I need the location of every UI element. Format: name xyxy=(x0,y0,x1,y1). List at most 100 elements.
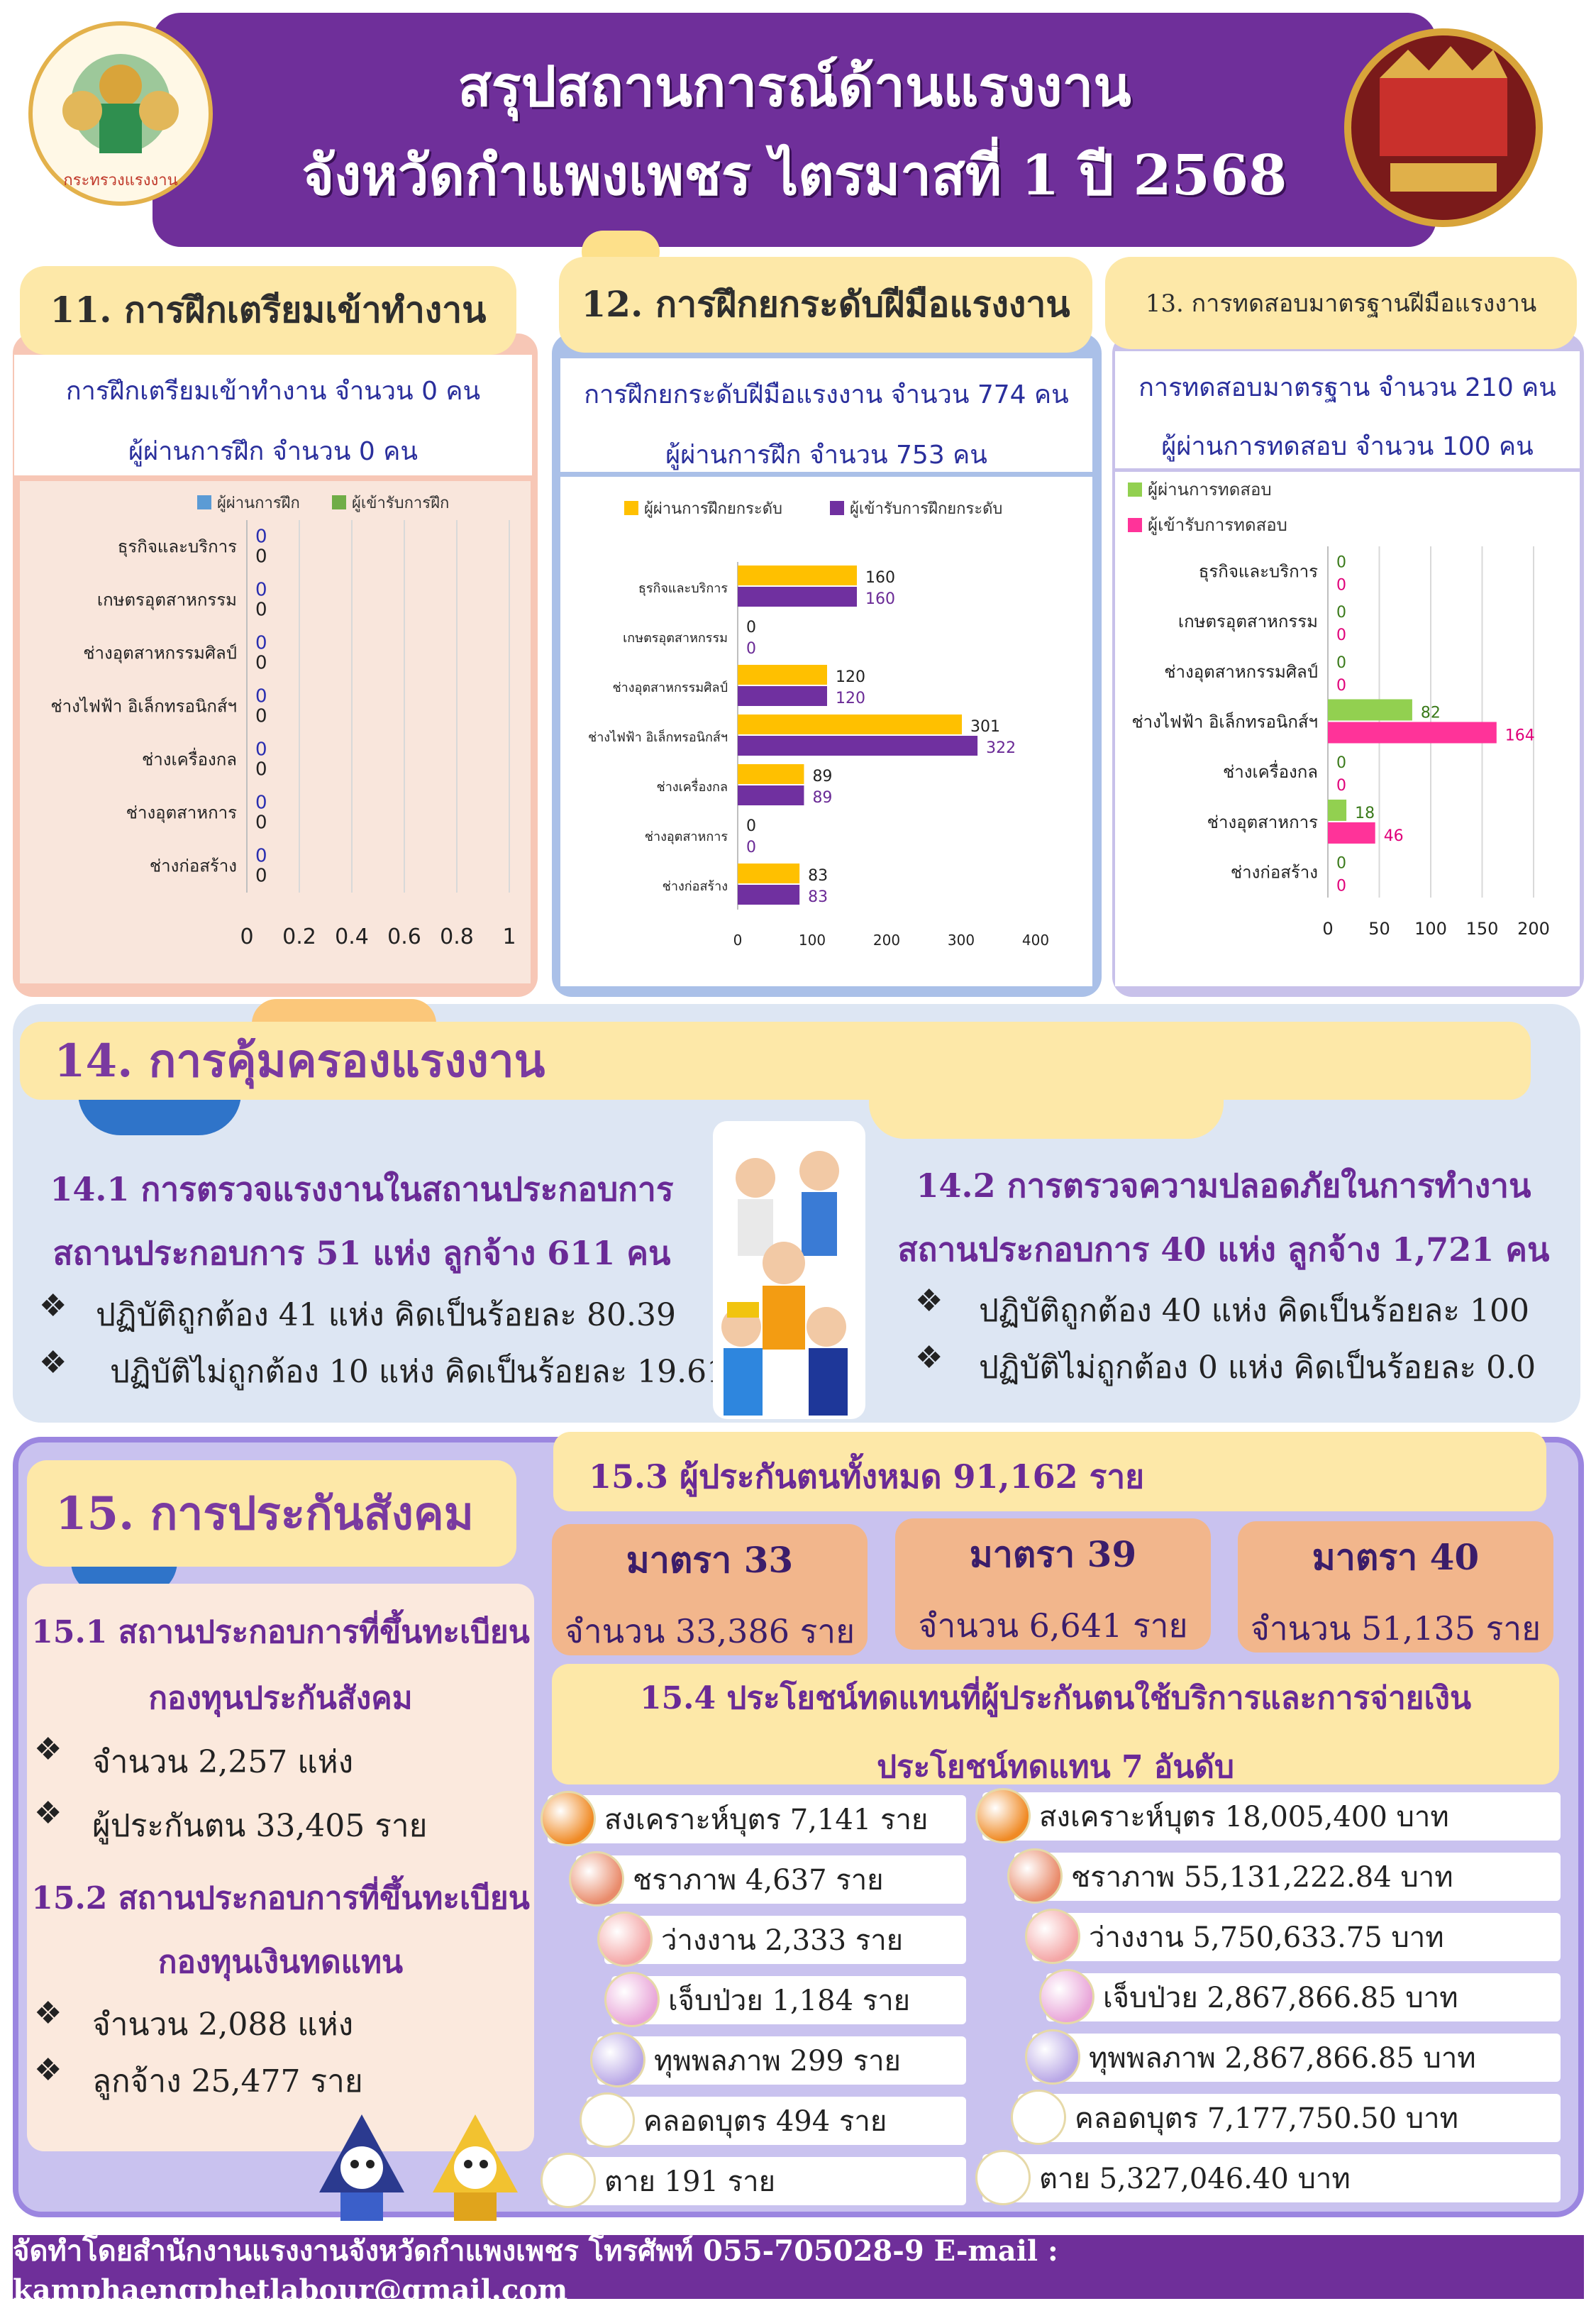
category-label: ช่างไฟฟ้า อิเล็กทรอนิกส์ฯ xyxy=(1131,712,1318,732)
section11-line1: การฝึกเตรียมเข้าทำงาน จำนวน 0 คน xyxy=(65,377,481,406)
footer-contact: จัดทำโดยสำนักงานแรงงานจังหวัดกำแพงเพชร โ… xyxy=(13,2234,1584,2306)
legend-swatch xyxy=(197,495,211,509)
data-label: 0 xyxy=(1336,754,1346,772)
section12-summary: การฝึกยกระดับฝีมือแรงงาน จำนวน 774 คน ผู… xyxy=(560,358,1092,472)
category-label: ช่างก่อสร้าง xyxy=(663,879,728,894)
bar xyxy=(738,665,827,685)
section12-title: 12. การฝึกยกระดับฝีมือแรงงาน xyxy=(559,257,1092,353)
data-label: 83 xyxy=(808,888,828,906)
section11-title: 11. การฝึกเตรียมเข้าทำงาน xyxy=(20,266,516,355)
bullet-ball-icon xyxy=(597,1911,653,1967)
data-label: 120 xyxy=(836,690,865,707)
legend-label: ผู้เข้ารับการฝึก xyxy=(352,495,449,512)
benefit-item-label: ทุพพลภาพ 299 ราย xyxy=(654,2045,901,2078)
data-label: 0 xyxy=(746,619,756,636)
data-label: 120 xyxy=(836,668,865,686)
category-label: ช่างอุตสาหกรรมศิลป์ xyxy=(612,680,728,695)
section13-line2: ผู้ผ่านการทดสอบ จำนวน 100 คน xyxy=(1161,432,1534,461)
data-label: 0 xyxy=(255,866,267,887)
data-label: 0 xyxy=(255,793,267,814)
diamond-bullet-icon: ❖ xyxy=(915,1340,943,1376)
category-label: ช่างอุตสาหกรรมศิลป์ xyxy=(1164,662,1318,683)
legend-label: ผู้เข้ารับการทดสอบ xyxy=(1148,515,1287,536)
s152-heading1: 15.2 สถานประกอบการที่ขึ้นทะเบียน xyxy=(31,1880,530,1916)
data-label: 0 xyxy=(1336,627,1346,644)
bullet-ball-icon xyxy=(975,2150,1031,2205)
category-label: ช่างไฟฟ้า อิเล็กทรอนิกส์ฯ xyxy=(50,696,237,717)
category-label: ธุรกิจและบริการ xyxy=(638,581,728,596)
bar xyxy=(738,566,857,585)
benefit-item-label: ชราภาพ 4,637 ราย xyxy=(633,1864,884,1897)
section33-box: มาตรา 33 จำนวน 33,386 ราย xyxy=(552,1524,868,1655)
bullet-ball-icon xyxy=(1039,1969,1095,2024)
page-title-line1: สรุปสถานการณ์ด้านแรงงาน xyxy=(458,55,1131,119)
bullet-ball-icon xyxy=(541,2153,596,2208)
data-label: 0 xyxy=(746,839,756,856)
benefit-item: เจ็บป่วย 2,867,866.85 บาท xyxy=(1046,1973,1561,2021)
bullet-ball-icon xyxy=(590,2032,645,2087)
bullet-ball-icon xyxy=(1025,1909,1080,1964)
data-label: 160 xyxy=(865,590,895,608)
benefit-item-label: คลอดบุตร 494 ราย xyxy=(643,2105,887,2138)
section33-value: จำนวน 33,386 ราย xyxy=(564,1612,855,1650)
bar xyxy=(1328,799,1347,821)
data-label: 0 xyxy=(255,580,267,601)
legend-label: ผู้ผ่านการฝึกยกระดับ xyxy=(644,500,782,518)
section40-label: มาตรา 40 xyxy=(1312,1536,1480,1578)
category-label: เกษตรอุตสาหกรรม xyxy=(97,590,237,611)
data-label: 0 xyxy=(1336,878,1346,895)
section12-line1: การฝึกยกระดับฝีมือแรงงาน จำนวน 774 คน xyxy=(584,380,1069,409)
data-label: 0 xyxy=(255,526,267,548)
benefit-item-label: สงเคราะห์บุตร 18,005,400 บาท xyxy=(1039,1801,1449,1833)
category-label: ช่างไฟฟ้า อิเล็กทรอนิกส์ฯ xyxy=(588,729,728,745)
benefit-item: คลอดบุตร 7,177,750.50 บาท xyxy=(1018,2094,1561,2142)
data-label: 0 xyxy=(1336,777,1346,795)
benefit-item-label: ตาย 5,327,046.40 บาท xyxy=(1039,2163,1351,2195)
benefit-item-label: สงเคราะห์บุตร 7,141 ราย xyxy=(604,1804,929,1836)
s141-heading2: สถานประกอบการ 51 แห่ง ลูกจ้าง 611 คน xyxy=(52,1234,671,1272)
benefit-item: ชราภาพ 55,131,222.84 บาท xyxy=(1014,1853,1561,1901)
data-label: 0 xyxy=(255,653,267,674)
s152-bullet1: จำนวน 2,088 แห่ง xyxy=(92,2007,354,2043)
chart12-area: ผู้ผ่านการฝึกยกระดับ ผู้เข้ารับการฝึกยกระ… xyxy=(560,477,1092,986)
legend-swatch xyxy=(1128,482,1142,497)
data-label: 160 xyxy=(865,569,895,587)
x-tick-label: 0.6 xyxy=(387,925,421,949)
section12-line2: ผู้ผ่านการฝึก จำนวน 753 คน xyxy=(665,441,987,470)
diamond-bullet-icon: ❖ xyxy=(34,1731,62,1767)
bar xyxy=(1328,722,1497,744)
bar xyxy=(738,686,827,706)
x-tick-label: 0.2 xyxy=(282,925,316,949)
chart11-area: ผู้ผ่านการฝึก ผู้เข้ารับการฝึก 0 0.2 0.4 0.6 0… xyxy=(20,481,531,983)
data-label: 0 xyxy=(1336,677,1346,695)
legend-swatch xyxy=(624,501,638,515)
s153-total: 15.3 ผู้ประกันตนทั้งหมด 91,162 ราย xyxy=(589,1457,1145,1496)
data-label: 82 xyxy=(1421,705,1441,722)
x-tick-label: 0 xyxy=(733,932,743,949)
decor-blob xyxy=(869,1096,1224,1139)
s154-line1: 15.4 ประโยชน์ทดแทนที่ผู้ประกันตนใช้บริกา… xyxy=(639,1680,1472,1716)
svg-text:กระทรวงแรงงาน: กระทรวงแรงงาน xyxy=(63,172,177,189)
section40-box: มาตรา 40 จำนวน 51,135 ราย xyxy=(1238,1521,1553,1653)
data-label: 164 xyxy=(1505,727,1535,745)
data-label: 0 xyxy=(255,812,267,834)
benefit-item-label: คลอดบุตร 7,177,750.50 บาท xyxy=(1075,2102,1458,2135)
bullet-ball-icon xyxy=(1007,1848,1063,1904)
x-tick-label: 0.4 xyxy=(335,925,369,949)
benefit-item-label: ว่างงาน 2,333 ราย xyxy=(661,1924,904,1957)
x-tick-label: 150 xyxy=(1466,919,1499,939)
chart12: ผู้ผ่านการฝึกยกระดับ ผู้เข้ารับการฝึกยกระ… xyxy=(588,500,1049,949)
chart11: ผู้ผ่านการฝึก ผู้เข้ารับการฝึก 0 0.2 0.4 0.6 0… xyxy=(50,495,516,949)
data-label: 0 xyxy=(1336,604,1346,622)
data-label: 0 xyxy=(255,706,267,727)
benefit-item: สงเคราะห์บุตร 7,141 ราย xyxy=(548,1795,966,1843)
diamond-bullet-icon: ❖ xyxy=(39,1288,67,1324)
data-label: 0 xyxy=(255,686,267,707)
bar xyxy=(738,715,963,734)
legend-label: ผู้ผ่านการฝึก xyxy=(217,495,300,512)
s141-heading1: 14.1 การตรวจแรงงานในสถานประกอบการ xyxy=(50,1170,674,1208)
benefit-item-label: เจ็บป่วย 1,184 ราย xyxy=(668,1985,911,2017)
benefit-item: ทุพพลภาพ 2,867,866.85 บาท xyxy=(1032,2034,1561,2082)
benefit-item: ว่างงาน 5,750,633.75 บาท xyxy=(1032,1913,1561,1961)
data-label: 0 xyxy=(746,640,756,658)
